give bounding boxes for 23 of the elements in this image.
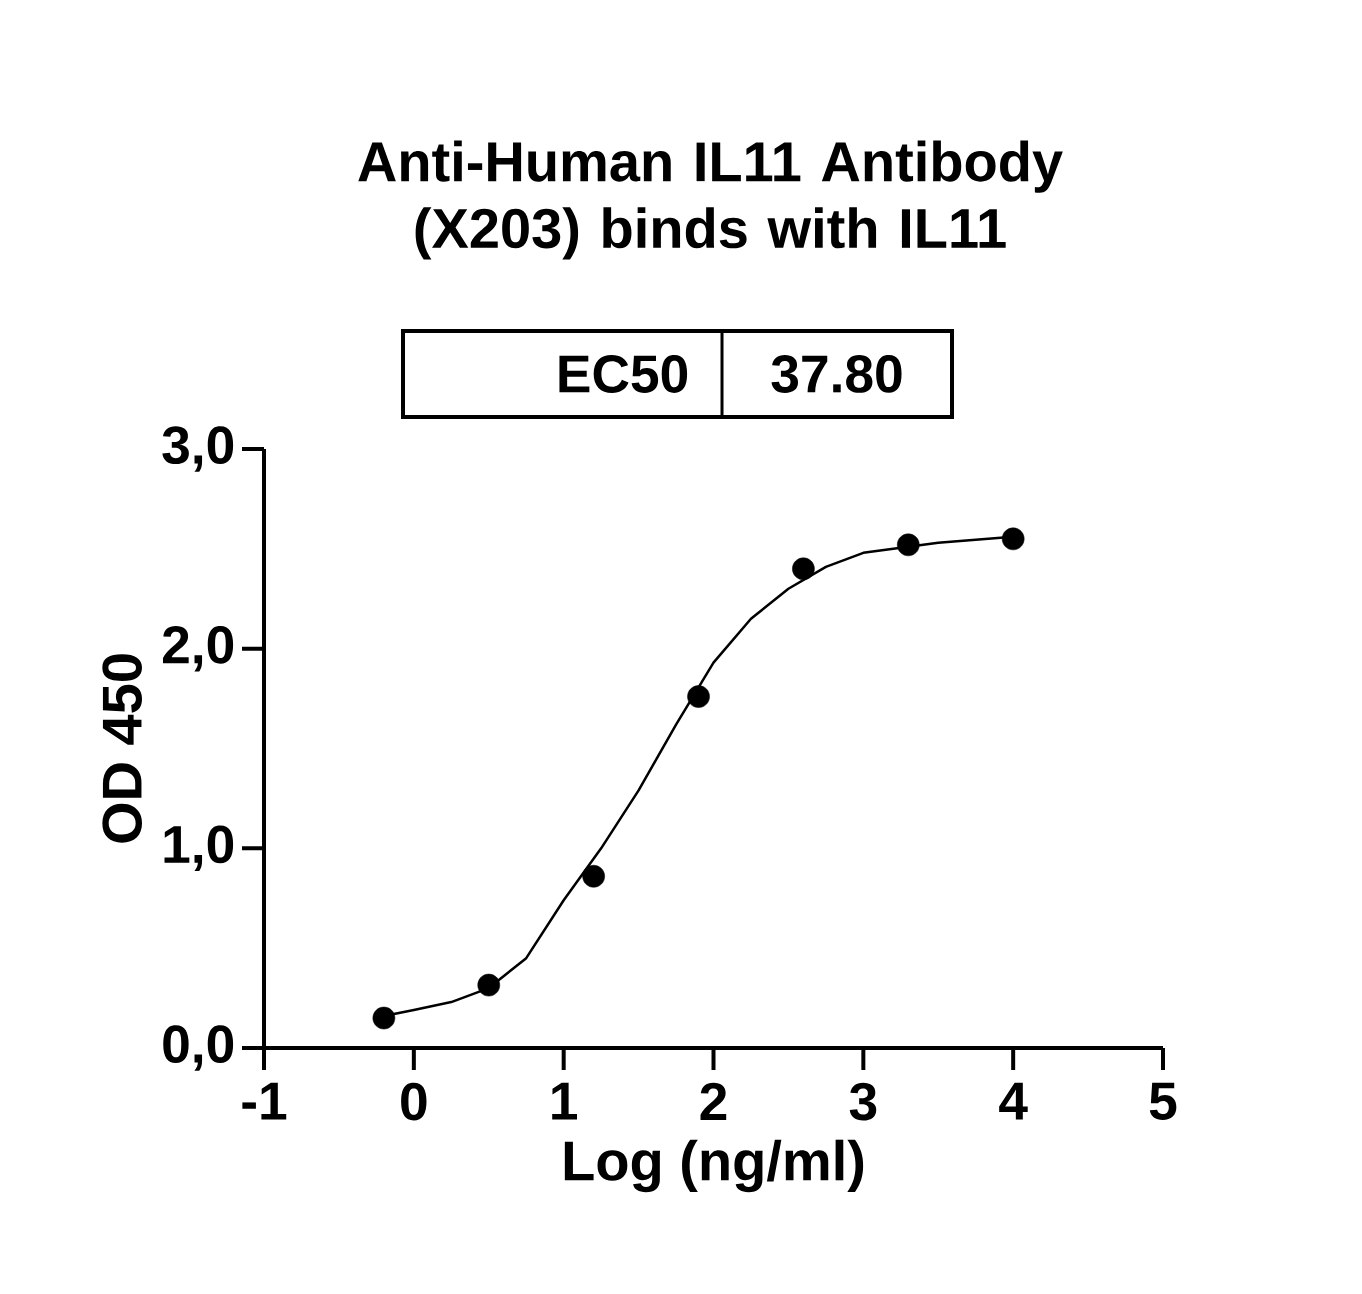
- x-axis-title: Log (ng/ml): [564, 1139, 864, 1193]
- point: [1001, 527, 1025, 551]
- y-tick-label: 1,0: [164, 825, 234, 872]
- y-tick-label: 3,0: [162, 426, 234, 472]
- point: [792, 557, 815, 581]
- point: [372, 1006, 396, 1030]
- text: EC50: [559, 355, 688, 393]
- x-tick-label: 4: [999, 1082, 1028, 1120]
- x-tick-label: 5: [1149, 1082, 1177, 1120]
- y-tick-label: 0,0: [163, 1025, 234, 1071]
- x-tick-label: 2: [700, 1082, 727, 1120]
- y-tick-label: 2,0: [162, 625, 234, 672]
- point: [582, 865, 605, 888]
- x-tick-label: -1: [242, 1082, 287, 1120]
- text: 37.80: [771, 355, 902, 393]
- point: [687, 685, 710, 708]
- chart-title: Anti-Human IL11 Antibody (X203) binds with IL11: [358, 140, 1063, 260]
- point: [477, 973, 501, 997]
- y-axis-title: OD 450: [102, 654, 142, 843]
- x-tick-label: 3: [849, 1082, 877, 1121]
- x-tick-label: 1: [552, 1082, 578, 1120]
- x-tick-label: 0: [401, 1082, 427, 1121]
- point: [897, 533, 920, 557]
